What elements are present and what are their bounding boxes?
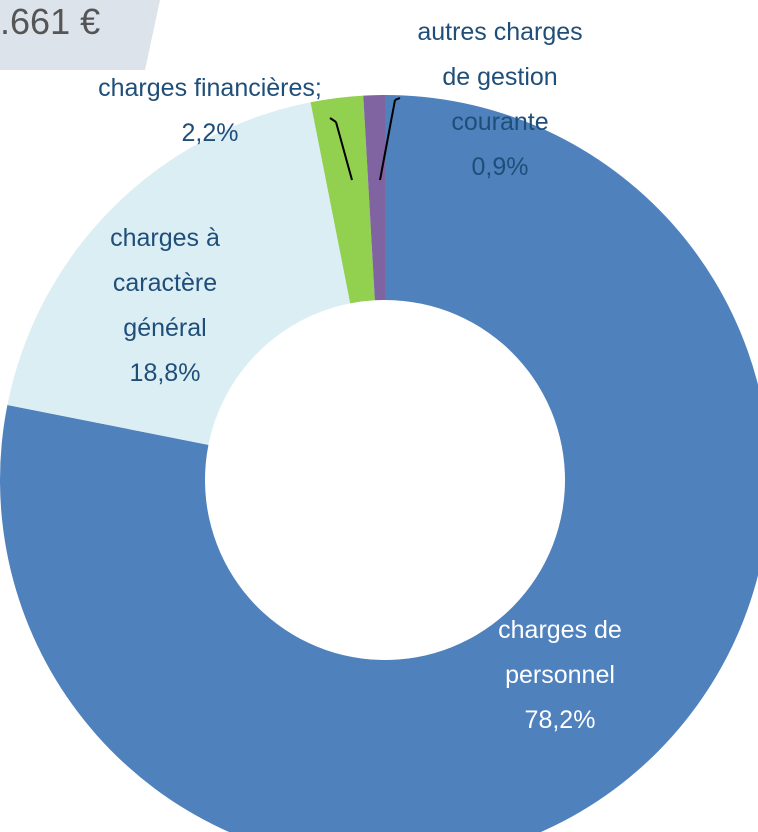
- separator: ;: [314, 74, 322, 102]
- slice: [7, 102, 351, 445]
- slice-label: charges de personnel 78,2%: [470, 608, 650, 743]
- category-label: charges à caractère général: [110, 224, 220, 342]
- slice-label: autres charges de gestion courante 0,9%: [400, 10, 600, 190]
- slice-label: charges financières; 2,2%: [90, 66, 330, 156]
- value-label: 2,2%: [181, 119, 239, 147]
- value-label: 18,8%: [129, 359, 201, 387]
- value-label: 78,2%: [524, 706, 596, 734]
- slices: [0, 95, 758, 832]
- category-label: autres charges de gestion courante: [417, 18, 583, 136]
- annotation: 2.661 €: [0, 1, 101, 42]
- slice: [0, 95, 758, 832]
- slice: [363, 95, 385, 301]
- category-label: charges financières: [98, 74, 315, 102]
- annotation-box: [0, 0, 160, 70]
- category-label: charges de personnel: [498, 616, 622, 689]
- leader-line: [329, 117, 337, 123]
- value-label: 0,9%: [471, 153, 529, 181]
- leader-line: [394, 97, 401, 101]
- slice: [310, 95, 375, 304]
- leader-line: [335, 121, 353, 181]
- slice-label: charges à caractère général 18,8%: [75, 216, 255, 396]
- leader-line: [379, 99, 396, 181]
